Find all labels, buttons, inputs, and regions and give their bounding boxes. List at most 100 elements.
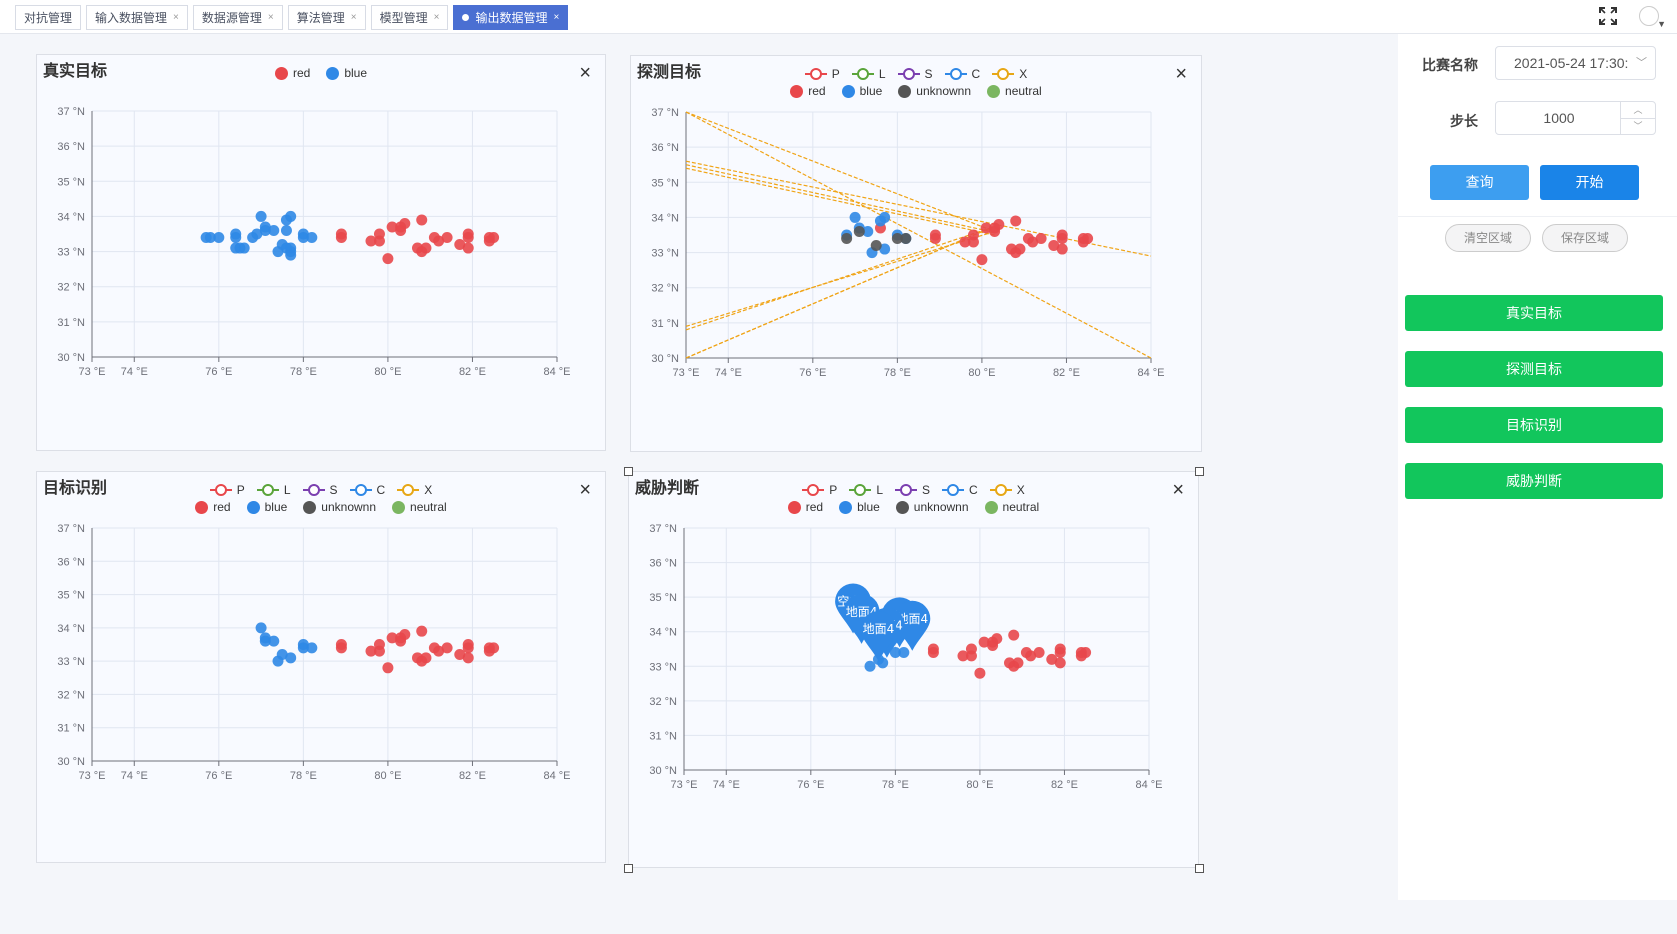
point-red <box>441 642 453 654</box>
tab-3[interactable]: 算法管理 × <box>287 5 366 30</box>
tab-label: 输出数据管理 <box>475 10 548 25</box>
point-unknownn <box>853 225 865 237</box>
legend-item-unknownn[interactable]: unknownn <box>303 500 376 514</box>
legend-label: blue <box>859 84 883 98</box>
close-icon[interactable]: × <box>579 479 591 501</box>
chart-target-recognition: 30 °N 31 °N 32 °N 33 °N 34 °N 35 °N 36 °N 37 °N… <box>57 523 570 782</box>
query-button[interactable]: 查询 <box>1430 165 1529 200</box>
legend-dot <box>895 500 909 514</box>
legend-item-blue[interactable]: blue <box>326 66 367 80</box>
point-blue <box>862 225 874 237</box>
tab-close-icon[interactable]: × <box>267 11 274 23</box>
legend-item-unknownn[interactable]: unknownn <box>895 500 969 514</box>
legend-item-neutral[interactable]: neutral <box>984 500 1040 514</box>
nav-detected-targets-button[interactable]: 探测目标 <box>1405 351 1663 387</box>
step-label: 步长 <box>1450 113 1478 129</box>
legend-label: red <box>213 500 231 514</box>
tab-5[interactable]: 输出数据管理 × <box>453 5 569 30</box>
nav-threat-assessment-button[interactable]: 威胁判断 <box>1405 463 1663 499</box>
legend-item-X[interactable]: X <box>992 67 1027 81</box>
step-value[interactable]: 1000 <box>1543 110 1575 126</box>
legend-item-P[interactable]: P <box>802 483 837 497</box>
tab-close-icon[interactable]: × <box>433 11 440 23</box>
tab-1[interactable]: 输入数据管理 × <box>86 5 188 30</box>
point-red <box>1027 236 1039 248</box>
legend-item-L[interactable]: L <box>849 483 883 497</box>
point-unknownn <box>841 233 853 245</box>
legend-item-S[interactable]: S <box>302 483 338 497</box>
y-tick-label: 35 °N <box>57 176 85 188</box>
legend-line-marker <box>897 68 920 80</box>
tab-0[interactable]: 对抗管理 <box>15 5 82 30</box>
nav-target-recognition-button[interactable]: 目标识别 <box>1405 407 1663 443</box>
legend-item-red[interactable]: red <box>787 500 823 514</box>
legend-item-red[interactable]: red <box>195 500 231 514</box>
nav-real-targets-button[interactable]: 真实目标 <box>1405 295 1663 331</box>
point-red <box>1012 657 1024 669</box>
resize-handle[interactable] <box>1195 467 1204 476</box>
point-red <box>978 636 990 648</box>
legend-item-blue[interactable]: blue <box>246 500 287 514</box>
increment-icon[interactable]: ︿ <box>1620 102 1655 119</box>
legend-item-blue[interactable]: blue <box>841 84 883 98</box>
chevron-down-icon[interactable]: ▼ <box>1657 19 1666 29</box>
active-dot-icon <box>462 14 470 21</box>
legend-item-C[interactable]: C <box>942 483 978 497</box>
tab-close-icon[interactable]: × <box>173 11 179 23</box>
legend-item-neutral[interactable]: neutral <box>987 84 1042 98</box>
panel-threat-assessment[interactable]: 威胁判断 × P L S C X red blue unknownn neutral 30 °… <box>628 471 1199 868</box>
tab-2[interactable]: 数据源管理 × <box>192 5 283 30</box>
point-blue <box>864 660 876 672</box>
legend-item-X[interactable]: X <box>989 483 1025 497</box>
x-tick-label: 80 °E <box>374 366 401 378</box>
legend-item-S[interactable]: S <box>895 483 930 497</box>
point-blue <box>285 249 297 261</box>
legend-item-S[interactable]: S <box>897 67 933 81</box>
legend-item-red[interactable]: red <box>790 84 826 98</box>
close-icon[interactable]: × <box>579 62 591 84</box>
tab-4[interactable]: 模型管理 × <box>370 5 449 30</box>
match-name-select[interactable]: 2021-05-24 17:30: ﹀ <box>1495 46 1656 80</box>
close-icon[interactable]: × <box>1172 479 1184 501</box>
clear-area-button[interactable]: 清空区域 <box>1445 224 1531 252</box>
legend-item-P[interactable]: P <box>804 67 840 81</box>
x-tick-label: 82 °E <box>459 366 486 378</box>
legend-label: blue <box>344 66 368 80</box>
legend-item-L[interactable]: L <box>256 483 291 497</box>
y-tick-label: 33 °N <box>651 248 679 260</box>
close-icon[interactable]: × <box>1175 63 1187 85</box>
point-red <box>488 232 500 244</box>
user-avatar[interactable]: ▼ <box>1639 6 1666 29</box>
panel-real-targets: 真实目标 × red blue 30 °N 31 °N 32 °N 33 °N 34 °N… <box>36 54 606 451</box>
legend-label: neutral <box>1002 500 1040 514</box>
legend-item-blue[interactable]: blue <box>839 500 880 514</box>
step-stepper[interactable]: 1000 ︿ ﹀ <box>1495 101 1656 135</box>
resize-handle[interactable] <box>624 467 633 476</box>
legend-item-red[interactable]: red <box>274 66 311 80</box>
panel-target-recognition: 目标识别 × P L S C X red blue unknownn neutral 30 °… <box>36 471 606 863</box>
legend-item-P[interactable]: P <box>209 483 245 497</box>
point-red <box>399 217 411 229</box>
point-blue <box>268 224 280 236</box>
point-blue <box>297 232 309 244</box>
tab-close-icon[interactable]: × <box>350 11 357 23</box>
save-area-button[interactable]: 保存区域 <box>1542 224 1628 252</box>
legend-item-X[interactable]: X <box>397 483 432 497</box>
start-button[interactable]: 开始 <box>1540 165 1639 200</box>
tab-close-icon[interactable]: × <box>553 11 560 23</box>
legend-item-unknownn[interactable]: unknownn <box>898 84 971 98</box>
resize-handle[interactable] <box>624 864 633 873</box>
legend-item-neutral[interactable]: neutral <box>392 500 447 514</box>
decrement-icon[interactable]: ﹀ <box>1620 118 1655 134</box>
resize-handle[interactable] <box>1195 864 1204 873</box>
y-tick-label: 35 °N <box>651 177 679 189</box>
legend-item-C[interactable]: C <box>349 483 385 497</box>
legend-item-L[interactable]: L <box>851 67 886 81</box>
fullscreen-icon[interactable] <box>1599 7 1617 25</box>
panel-title: 目标识别 <box>43 480 108 497</box>
legend-item-C[interactable]: C <box>944 67 980 81</box>
track-line <box>685 227 991 331</box>
legend-label: red <box>292 66 311 80</box>
